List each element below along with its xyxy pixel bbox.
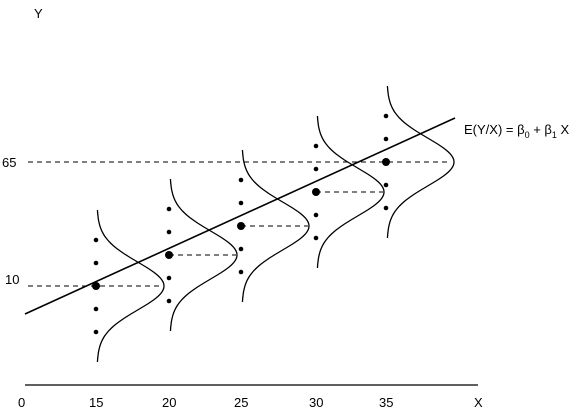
observation-dot bbox=[383, 182, 389, 188]
observation-dot bbox=[166, 229, 172, 235]
observation-dot bbox=[93, 260, 99, 266]
x-tick-label: 30 bbox=[309, 395, 323, 410]
eq-plus: + β bbox=[530, 122, 552, 137]
eq-rhs: X bbox=[557, 122, 570, 137]
observation-dot bbox=[313, 212, 319, 218]
observation-dot bbox=[238, 269, 244, 275]
equation: E(Y/X) = β0 + β1 X bbox=[464, 122, 570, 140]
observation-dot bbox=[313, 235, 319, 241]
observation-dot bbox=[383, 136, 389, 142]
y-tick-label: 10 bbox=[5, 272, 19, 287]
regression-line bbox=[24, 117, 456, 315]
x-tick-label: 20 bbox=[162, 395, 176, 410]
mean-point bbox=[312, 188, 320, 196]
density-curve bbox=[386, 85, 455, 239]
x-label: X bbox=[474, 395, 483, 410]
observation-dot bbox=[313, 143, 319, 149]
eq-lhs: E(Y/X) = β bbox=[464, 122, 525, 137]
density-curve bbox=[316, 115, 385, 269]
mean-point bbox=[237, 222, 245, 230]
observation-dot bbox=[313, 166, 319, 172]
observation-dot bbox=[93, 306, 99, 312]
observation-dot bbox=[238, 177, 244, 183]
observation-dot bbox=[166, 275, 172, 281]
distributions bbox=[92, 85, 455, 363]
y-label: Y bbox=[34, 6, 43, 21]
observation-dot bbox=[383, 113, 389, 119]
mean-point bbox=[382, 158, 390, 166]
observation-dot bbox=[93, 237, 99, 243]
y-tick-label: 65 bbox=[2, 155, 16, 170]
x-tick-label: 0 bbox=[18, 395, 25, 410]
observation-dot bbox=[238, 200, 244, 206]
density-curve bbox=[169, 178, 238, 332]
mean-point bbox=[165, 251, 173, 259]
x-tick-label: 25 bbox=[234, 395, 248, 410]
observation-dot bbox=[93, 329, 99, 335]
eq-sub: 1 bbox=[552, 130, 557, 140]
eq-sub: 0 bbox=[525, 130, 530, 140]
observation-dot bbox=[238, 246, 244, 252]
x-tick-label: 35 bbox=[379, 395, 393, 410]
observation-dot bbox=[166, 298, 172, 304]
density-curve bbox=[96, 209, 165, 363]
density-curve bbox=[241, 149, 310, 303]
observation-dot bbox=[166, 206, 172, 212]
mean-point bbox=[92, 282, 100, 290]
observation-dot bbox=[383, 205, 389, 211]
x-tick-label: 15 bbox=[89, 395, 103, 410]
